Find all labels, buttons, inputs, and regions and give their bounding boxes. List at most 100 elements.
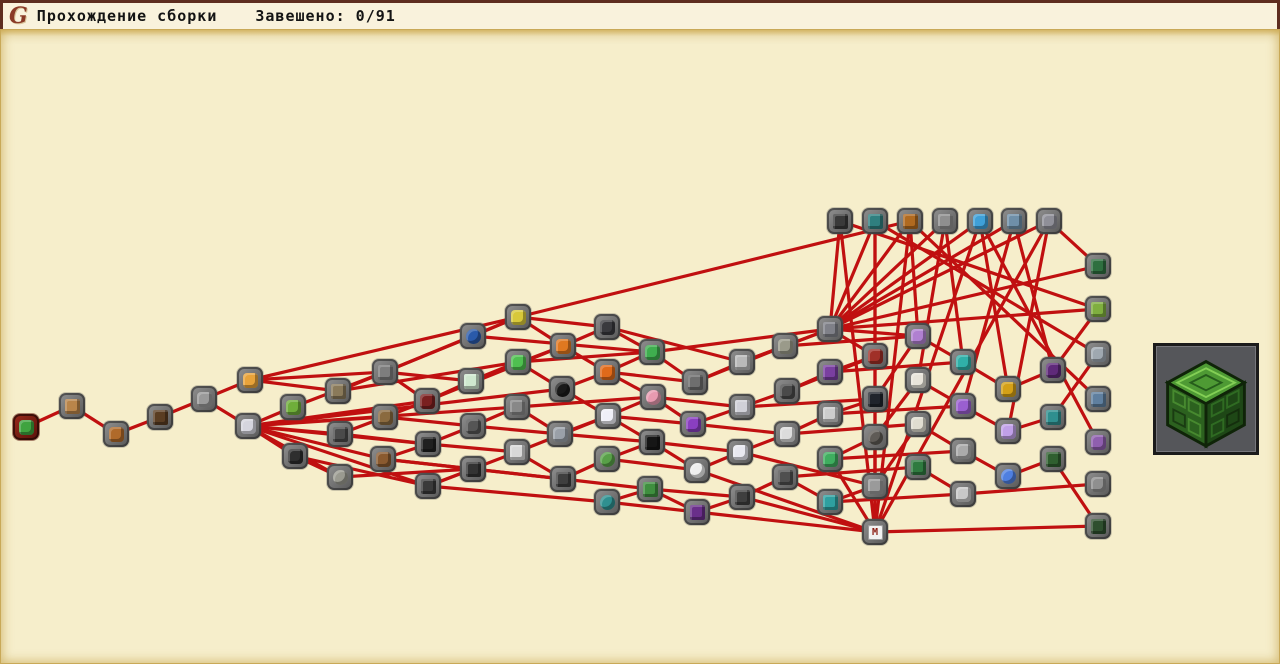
quest-node-38[interactable]: [639, 429, 665, 455]
quest-node-68[interactable]: [950, 438, 976, 464]
quest-node-27[interactable]: [550, 333, 576, 359]
quest-node-83[interactable]: [1085, 253, 1111, 279]
quest-node-80[interactable]: [967, 208, 993, 234]
quest-node-45[interactable]: [729, 394, 755, 420]
quest-node-15[interactable]: [370, 446, 396, 472]
quest-node-21[interactable]: [460, 413, 486, 439]
quest-node-33[interactable]: [595, 403, 621, 429]
blaze-rod-icon: [599, 364, 615, 380]
blue-mech-icon: [1090, 391, 1106, 407]
quest-node-58[interactable]: [862, 386, 888, 412]
quest-node-18[interactable]: [415, 473, 441, 499]
quest-node-82[interactable]: [1036, 208, 1062, 234]
quest-node-69[interactable]: [950, 481, 976, 507]
log-icon: [152, 409, 168, 425]
quest-node-67[interactable]: [950, 393, 976, 419]
quest-node-22[interactable]: [460, 456, 486, 482]
quest-node-30[interactable]: [550, 466, 576, 492]
quest-node-71[interactable]: [995, 418, 1021, 444]
quest-node-54[interactable]: [817, 401, 843, 427]
quest-node-14[interactable]: [372, 404, 398, 430]
quest-node-26[interactable]: [504, 439, 530, 465]
quest-node-35[interactable]: [594, 489, 620, 515]
quest-node-55[interactable]: [817, 446, 843, 472]
quest-node-76[interactable]: [827, 208, 853, 234]
quest-node-36[interactable]: [639, 339, 665, 365]
quest-node-31[interactable]: [594, 314, 620, 340]
quest-node-19[interactable]: [458, 368, 484, 394]
quest-node-47[interactable]: [729, 484, 755, 510]
quest-node-84[interactable]: [1085, 296, 1111, 322]
quest-node-8[interactable]: [280, 394, 306, 420]
quest-node-81[interactable]: [1001, 208, 1027, 234]
quest-node-62[interactable]: [905, 323, 931, 349]
quest-node-34[interactable]: [594, 446, 620, 472]
quest-node-70[interactable]: [995, 376, 1021, 402]
quest-node-50[interactable]: [774, 421, 800, 447]
quest-node-72[interactable]: [995, 463, 1021, 489]
quest-node-53[interactable]: [817, 359, 843, 385]
quest-node-11[interactable]: [327, 421, 353, 447]
quest-node-4[interactable]: [147, 404, 173, 430]
quest-node-29[interactable]: [547, 421, 573, 447]
quest-node-12[interactable]: [327, 464, 353, 490]
quest-node-16[interactable]: [414, 388, 440, 414]
quest-node-79[interactable]: [932, 208, 958, 234]
quest-node-24[interactable]: [505, 349, 531, 375]
quest-node-78[interactable]: [897, 208, 923, 234]
quest-node-2[interactable]: [59, 393, 85, 419]
quest-node-63[interactable]: [905, 367, 931, 393]
quest-node-61[interactable]: M: [862, 519, 888, 545]
quest-node-13[interactable]: [372, 359, 398, 385]
quest-node-77[interactable]: [862, 208, 888, 234]
quest-node-1[interactable]: [13, 414, 39, 440]
quest-node-20[interactable]: [460, 323, 486, 349]
quest-node-85[interactable]: [1085, 341, 1111, 367]
quest-node-43[interactable]: [684, 499, 710, 525]
quest-node-56[interactable]: [817, 489, 843, 515]
quest-map-area[interactable]: M: [0, 29, 1280, 664]
quest-node-89[interactable]: [1085, 513, 1111, 539]
quest-node-39[interactable]: [637, 476, 663, 502]
quest-node-42[interactable]: [684, 457, 710, 483]
quest-node-49[interactable]: [774, 378, 800, 404]
quest-node-32[interactable]: [594, 359, 620, 385]
quest-node-10[interactable]: [325, 378, 351, 404]
quest-node-46[interactable]: [727, 439, 753, 465]
quest-node-41[interactable]: [680, 411, 706, 437]
quest-node-57[interactable]: [862, 343, 888, 369]
window-top-border: [0, 0, 1280, 3]
green-hopper-icon: [1090, 258, 1106, 274]
trapped-chest-icon: [555, 471, 571, 487]
teal-device-icon: [955, 354, 971, 370]
quest-node-25[interactable]: [504, 394, 530, 420]
quest-node-75[interactable]: [1040, 446, 1066, 472]
quest-node-87[interactable]: [1085, 429, 1111, 455]
quest-node-48[interactable]: [772, 333, 798, 359]
quest-node-5[interactable]: [191, 386, 217, 412]
quest-node-86[interactable]: [1085, 386, 1111, 412]
quest-node-60[interactable]: [862, 473, 888, 499]
quest-node-17[interactable]: [415, 431, 441, 457]
quest-node-37[interactable]: [640, 384, 666, 410]
shears-icon: [285, 399, 301, 415]
quest-node-28[interactable]: [549, 376, 575, 402]
quest-node-44[interactable]: [729, 349, 755, 375]
quest-node-59[interactable]: [862, 424, 888, 450]
quest-node-23[interactable]: [505, 304, 531, 330]
quest-node-40[interactable]: [682, 369, 708, 395]
quest-node-88[interactable]: [1085, 471, 1111, 497]
quest-node-9[interactable]: [282, 443, 308, 469]
furnace-lit-icon: [687, 374, 703, 390]
quest-node-73[interactable]: [1040, 357, 1066, 383]
quest-node-65[interactable]: [905, 454, 931, 480]
quest-node-7[interactable]: [235, 413, 261, 439]
quest-node-64[interactable]: [905, 411, 931, 437]
quest-node-51[interactable]: [772, 464, 798, 490]
quest-node-74[interactable]: [1040, 404, 1066, 430]
quest-node-6[interactable]: [237, 367, 263, 393]
obsidian-icon: [420, 436, 436, 452]
quest-node-52[interactable]: [817, 316, 843, 342]
quest-node-66[interactable]: [950, 349, 976, 375]
quest-node-3[interactable]: [103, 421, 129, 447]
